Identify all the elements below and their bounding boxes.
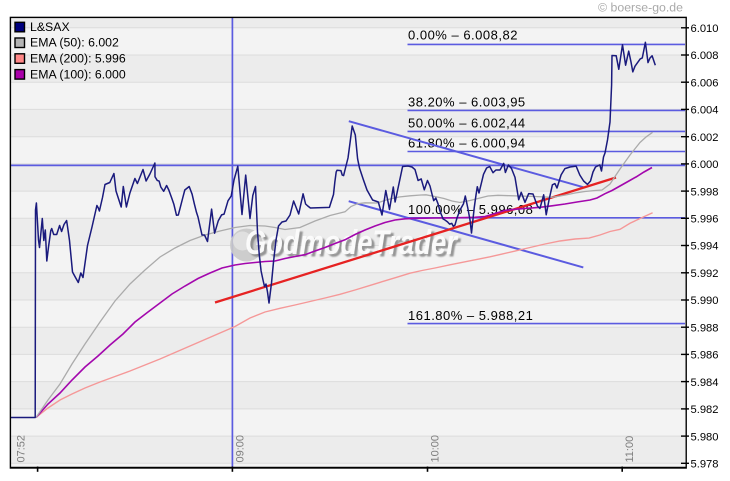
svg-text:L&SAX: L&SAX: [30, 20, 70, 34]
svg-text:6.004: 6.004: [691, 105, 719, 117]
svg-text:6.006: 6.006: [691, 77, 719, 89]
svg-text:EMA (100): 6.000: EMA (100): 6.000: [30, 67, 126, 81]
svg-text:5.998: 5.998: [691, 186, 719, 198]
svg-text:6.008: 6.008: [691, 50, 719, 62]
svg-text:EMA (50): 6.002: EMA (50): 6.002: [30, 36, 119, 50]
svg-text:50.00% – 6.002,44: 50.00% – 6.002,44: [408, 116, 526, 131]
svg-text:5.986: 5.986: [691, 350, 719, 362]
svg-text:EMA (200): 5.996: EMA (200): 5.996: [30, 52, 126, 66]
svg-text:5.996: 5.996: [691, 214, 719, 226]
svg-text:07:52: 07:52: [16, 435, 28, 463]
svg-text:GodmodeTrader: GodmodeTrader: [245, 224, 458, 262]
svg-text:0.00% – 6.008,82: 0.00% – 6.008,82: [408, 28, 518, 43]
svg-text:5.992: 5.992: [691, 268, 719, 280]
svg-text:5.978: 5.978: [691, 459, 719, 471]
svg-text:6.010: 6.010: [691, 23, 719, 35]
svg-text:5.994: 5.994: [691, 241, 719, 253]
svg-text:© boerse-go.de: © boerse-go.de: [598, 1, 683, 15]
svg-text:5.982: 5.982: [691, 404, 719, 416]
svg-text:6.000: 6.000: [691, 159, 719, 171]
svg-text:38.20% – 6.003,95: 38.20% – 6.003,95: [408, 95, 526, 110]
svg-text:5.990: 5.990: [691, 295, 719, 307]
svg-text:5.980: 5.980: [691, 431, 719, 443]
svg-text:161.80% – 5.988,21: 161.80% – 5.988,21: [408, 308, 533, 323]
svg-text:11:00: 11:00: [624, 436, 636, 463]
svg-text:6.002: 6.002: [691, 132, 719, 144]
svg-text:5.984: 5.984: [691, 377, 719, 389]
svg-text:5.988: 5.988: [691, 322, 719, 334]
svg-text:09:00: 09:00: [234, 435, 246, 463]
svg-text:10:00: 10:00: [429, 435, 441, 463]
